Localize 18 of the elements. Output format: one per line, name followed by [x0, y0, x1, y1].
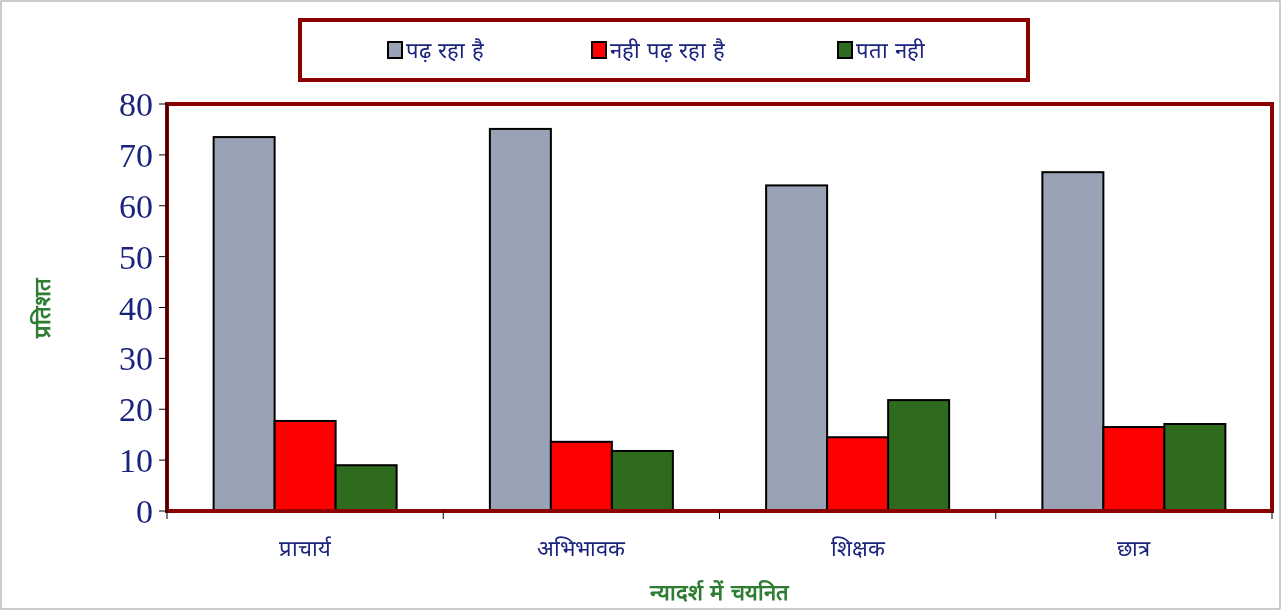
y-tick-label: 40: [119, 289, 153, 327]
legend-label: पता नही: [856, 38, 925, 63]
x-tick-label: छात्र: [1117, 536, 1152, 561]
y-tick-label: 20: [119, 391, 153, 429]
y-tick-label: 60: [119, 187, 153, 225]
y-tick-label: 10: [119, 442, 153, 480]
x-tick-label: अभिभावक: [537, 536, 627, 561]
y-tick-label: 0: [136, 493, 153, 530]
y-tick-label: 80: [119, 86, 153, 123]
x-tick-label: प्राचार्य: [279, 536, 333, 561]
legend-label: नही पढ़ रहा है: [610, 38, 725, 63]
x-axis-title: न्यादर्श में चयनित: [648, 579, 791, 605]
y-axis-title: प्रतिशत: [29, 276, 55, 339]
y-tick-label: 50: [119, 238, 153, 276]
x-tick-label: शिक्षक: [830, 536, 886, 561]
legend-label: पढ़ रहा है: [406, 38, 484, 63]
y-tick-label: 30: [119, 340, 153, 378]
y-tick-label: 70: [119, 136, 153, 174]
